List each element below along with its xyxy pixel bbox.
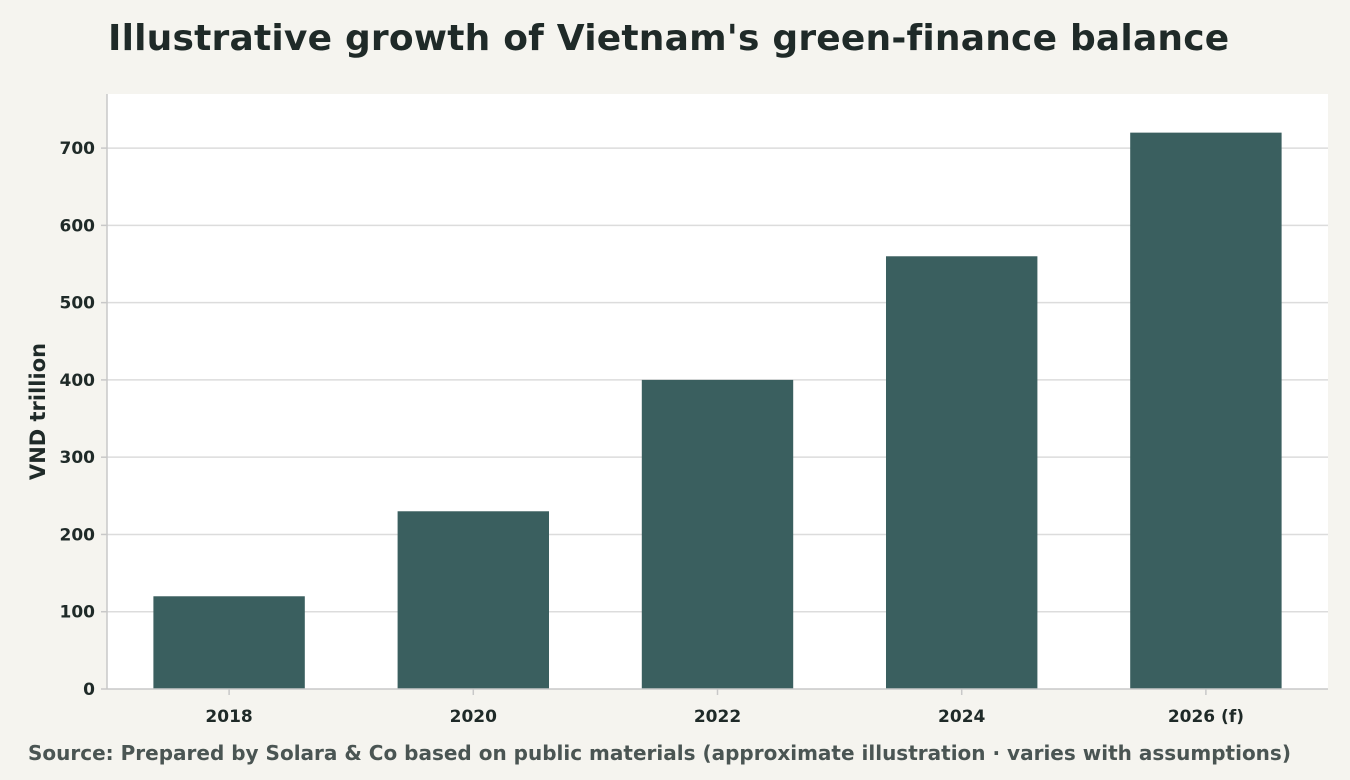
- bar-2018: [153, 596, 305, 689]
- bar-2024: [885, 256, 1038, 689]
- y-axis-title: VND trillion: [26, 343, 50, 480]
- tick-labels: 0 100 200 300 400 500 600 700 2018 2020 2022 2024 20…: [60, 139, 1244, 727]
- x-tick-label: 2020: [450, 707, 497, 727]
- x-tick-label: 2018: [205, 707, 252, 727]
- y-tick-label: 0: [83, 680, 95, 700]
- source-note: Source: Prepared by Solara & Co based on…: [28, 741, 1291, 765]
- axes: [101, 94, 1328, 695]
- y-tick-label: 100: [60, 603, 96, 623]
- x-tick-label: 2024: [938, 707, 985, 727]
- y-tick-label: 700: [60, 139, 96, 159]
- bar-2020: [397, 511, 550, 689]
- bar-2026-f: [1130, 132, 1282, 690]
- bars: [153, 132, 1282, 690]
- x-tick-label: 2022: [694, 707, 741, 727]
- y-tick-label: 400: [60, 371, 96, 391]
- y-tick-label: 300: [60, 448, 96, 468]
- x-tick-label: 2026 (f): [1168, 707, 1244, 727]
- bar-2022: [641, 379, 794, 689]
- y-tick-label: 500: [60, 294, 96, 314]
- chart-title: Illustrative growth of Vietnam's green-f…: [108, 18, 1230, 59]
- y-tick-label: 200: [60, 525, 96, 545]
- y-tick-label: 600: [60, 216, 96, 236]
